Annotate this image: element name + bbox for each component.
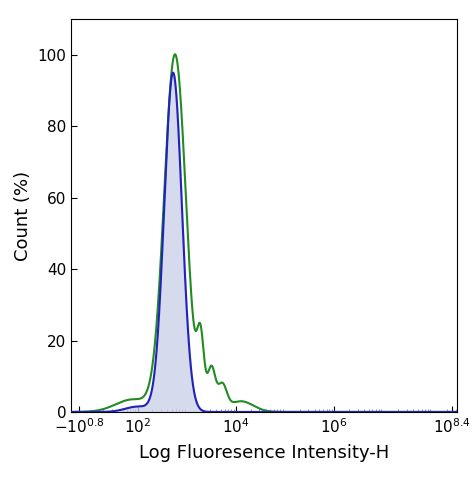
X-axis label: Log Fluoresence Intensity-H: Log Fluoresence Intensity-H — [139, 444, 389, 462]
Y-axis label: Count (%): Count (%) — [14, 171, 32, 261]
